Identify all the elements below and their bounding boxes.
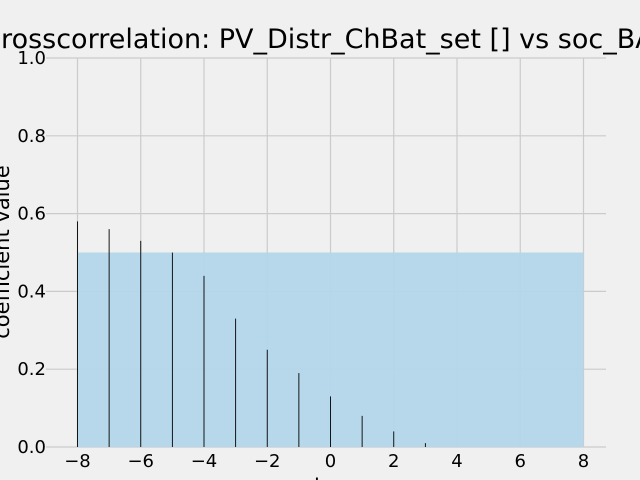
chart-title: Crosscorrelation: PV_Distr_ChBat_set [] …: [0, 24, 640, 55]
x-axis-label: lag: [314, 475, 346, 480]
x-tick-label: 0: [325, 451, 336, 472]
y-axis-label: coefficient value: [0, 165, 14, 339]
y-tick-label: 0.6: [17, 204, 46, 225]
y-tick-label: 0.8: [17, 126, 46, 147]
x-tick-label: 8: [578, 451, 589, 472]
y-tick-labels: 0.0 0.2 0.4 0.6 0.8 1.0: [17, 48, 46, 458]
y-tick-label: 1.0: [17, 48, 46, 69]
bars: [77, 221, 426, 447]
y-tick-label: 0.4: [17, 281, 46, 302]
x-tick-label: −4: [191, 451, 218, 472]
x-tick-label: −2: [254, 451, 281, 472]
x-tick-label: 2: [388, 451, 399, 472]
x-tick-label: 6: [515, 451, 526, 472]
x-tick-labels: −8 −6 −4 −2 0 2 4 6 8: [64, 451, 589, 472]
x-tick-label: −8: [64, 451, 91, 472]
x-tick-label: −6: [127, 451, 154, 472]
y-tick-label: 0.2: [17, 359, 46, 380]
y-tick-label: 0.0: [17, 437, 46, 458]
x-tick-label: 4: [451, 451, 462, 472]
